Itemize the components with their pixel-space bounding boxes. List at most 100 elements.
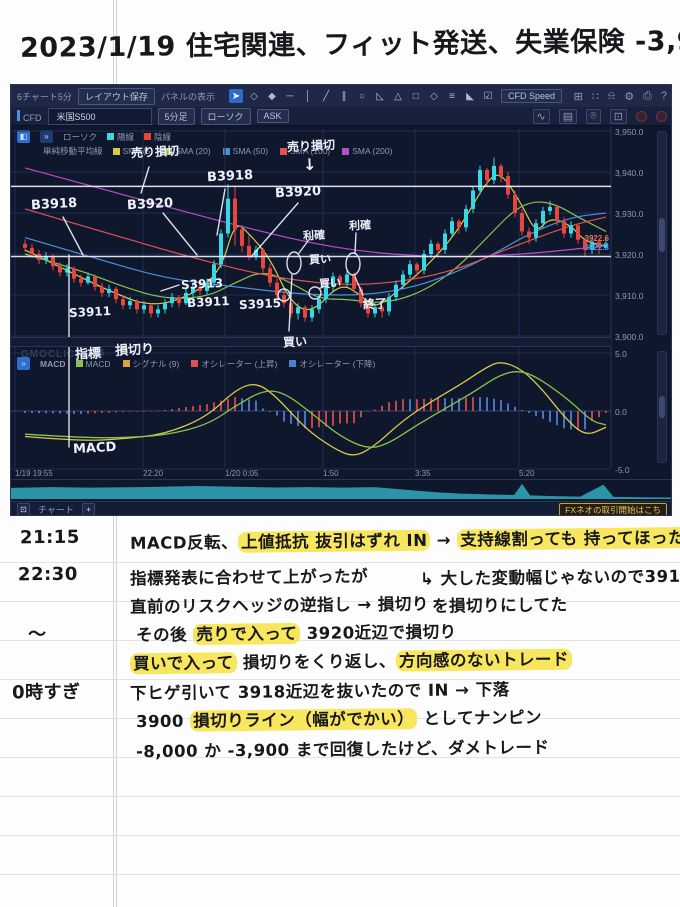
tab-chart[interactable]: チャート xyxy=(38,505,74,515)
price-tick: 3,900.0 xyxy=(615,332,644,342)
rect-tool-icon[interactable]: □ xyxy=(412,90,419,102)
pane-separator xyxy=(11,337,611,347)
cfd-speed-button[interactable]: CFD Speed xyxy=(500,89,562,103)
circle-tool-icon[interactable]: ○ xyxy=(358,90,365,102)
macd-tick: -5.0 xyxy=(615,465,630,475)
note-line: 直前のリスクヘッジの逆指し → 損切り xyxy=(129,594,429,617)
note-line: 指標発表に合わせて上がったが xyxy=(129,566,369,589)
pen-tool-icon[interactable]: ◇ xyxy=(250,90,258,102)
chart-annotation: 買い xyxy=(282,334,308,350)
handwritten-title: 2023/1/19 住宅関連、フィット発送、失業保険 -3,900円 xyxy=(19,25,680,64)
note-line: 3900 損切りライン（幅がでかい） としてナンピン xyxy=(135,707,543,732)
bullish-color-swatch xyxy=(107,133,115,140)
macd-legend-item: オシレーター (上昇) xyxy=(191,358,277,370)
scrollbar-thumb[interactable] xyxy=(659,218,665,252)
add-tab-button[interactable]: + xyxy=(81,503,95,515)
scrollbar-thumb[interactable] xyxy=(659,396,665,418)
sma-legend-item: SMA (50) xyxy=(222,146,268,156)
note-line: 下ヒゲ引いて 3918近辺を抜いたので IN → 下落 xyxy=(129,680,510,703)
window-layout-icon[interactable]: ⊞ xyxy=(573,90,583,103)
layout-label: 6チャート5分 xyxy=(17,91,72,102)
chart-annotation: 買い xyxy=(308,252,332,267)
sma-legend-item: SMA (200) xyxy=(342,146,392,156)
chart-canvas[interactable] xyxy=(11,85,672,516)
timeframe-select[interactable]: 5分足 xyxy=(157,107,195,125)
chart-annotation: B3920 xyxy=(274,183,322,202)
camera-icon[interactable]: ⌾ xyxy=(586,108,601,124)
time-tick: 3:35 xyxy=(415,469,431,478)
note-line: その後 売りで入って 3920近辺で損切り xyxy=(135,622,457,646)
trendline-tool-icon[interactable]: ╱ xyxy=(322,90,329,102)
fib-tool-icon[interactable]: ≡ xyxy=(449,90,455,102)
symbol-select[interactable]: 米国S500 xyxy=(47,107,152,125)
symbol-bar: CFD 米国S500 5分足 ローソク ASK ∿ ▤ ⌾ ⊡ xyxy=(11,107,671,126)
bearish-color-swatch xyxy=(144,133,152,140)
chart-bottom-bar: ⊡ チャート + FXネオの取引開始はこち xyxy=(11,501,671,515)
sma-legend-item: SMA (20) xyxy=(165,146,211,156)
market-label: CFD xyxy=(17,109,42,123)
price-tick: 3,910.0 xyxy=(615,291,644,301)
note-line: -8,000 か -3,900 まで回復したけど、ダメトレード xyxy=(135,737,550,762)
sma-legend-item: SMA (100) xyxy=(280,146,330,156)
angle-tool-icon[interactable]: ◺ xyxy=(376,90,384,102)
checkbox-tool-icon[interactable]: ☑ xyxy=(483,90,493,102)
time-tick: 1:50 xyxy=(323,469,339,478)
macd-tick: 5.0 xyxy=(615,349,627,359)
record-dot-icon[interactable] xyxy=(636,110,647,122)
price-tick: 3,930.0 xyxy=(615,209,644,219)
main-scrollbar[interactable] xyxy=(657,131,667,335)
save-layout-button[interactable]: レイアウト保存 xyxy=(77,87,155,105)
price-tick: 3,950.0 xyxy=(615,127,644,137)
current-ask-price: 3922.6 xyxy=(584,234,609,244)
note-time: 0時すぎ xyxy=(11,681,81,704)
time-tick: 1/19 19:55 xyxy=(15,469,53,478)
parallel-lines-tool-icon[interactable]: ∥ xyxy=(341,90,347,102)
vline-tool-icon[interactable]: │ xyxy=(304,90,312,102)
panel-icon[interactable]: ⊡ xyxy=(609,108,627,124)
chart-annotation: 買い xyxy=(318,276,342,291)
panel-display-label[interactable]: パネルの表示 xyxy=(160,91,215,102)
triangle-tool-icon[interactable]: △ xyxy=(394,90,402,102)
chart-annotation: B3920 xyxy=(126,195,174,214)
gann-tool-icon[interactable]: ◣ xyxy=(466,90,474,102)
help-icon[interactable]: ? xyxy=(660,90,667,102)
note-time: 〜 xyxy=(27,623,47,646)
macd-legend-item: シグナル (9) xyxy=(122,358,179,370)
chart-annotation: ↓ xyxy=(302,154,317,175)
eraser-tool-icon[interactable]: ◆ xyxy=(268,90,276,102)
hline-tool-icon[interactable]: ─ xyxy=(286,90,294,102)
grid-dots-icon[interactable]: ∷ xyxy=(591,90,599,103)
printer-icon[interactable]: ⎙ xyxy=(643,89,652,102)
macd-panel-icon[interactable]: » xyxy=(17,357,30,370)
chart-annotation: S3913 xyxy=(180,275,224,293)
bell-icon[interactable]: ⍾ xyxy=(607,89,616,102)
macd-scrollbar[interactable] xyxy=(657,351,667,463)
chat-icon[interactable]: ◧ xyxy=(17,130,30,143)
note-line: を損切りにしてた xyxy=(431,595,568,616)
price-tick: 3,940.0 xyxy=(615,168,644,178)
indicator-wave-icon[interactable]: ∿ xyxy=(532,108,550,124)
diamond-tool-icon[interactable]: ◇ xyxy=(430,90,438,102)
ask-bid-toggle[interactable]: ASK xyxy=(256,109,289,123)
collapse-icon[interactable]: ⊡ xyxy=(17,503,30,515)
note-time: 22:30 xyxy=(17,563,78,586)
price-tick: 3,920.0 xyxy=(615,250,644,260)
chart-annotation: 売り損切 xyxy=(130,143,180,161)
macd-legend: » MACD MACD シグナル (9) オシレーター (上昇) オシレーター (下降… xyxy=(17,357,375,370)
folder-icon[interactable]: ▤ xyxy=(558,108,578,124)
drawing-tools: ➤ ◇ ◆ ─ │ ╱ ∥ ○ ◺ △ □ ◇ ≡ ◣ ☑ xyxy=(228,89,495,103)
expand-icon[interactable]: » xyxy=(40,130,53,143)
fx-neo-cta-button[interactable]: FXネオの取引開始はこち xyxy=(559,502,667,515)
select-tool-icon[interactable]: ➤ xyxy=(228,89,243,103)
chart-annotation: 売り損切 xyxy=(286,137,336,155)
candle-legend: ◧ » ローソク 陽線 陰線 xyxy=(17,130,171,143)
note-line: 買いで入って 損切りをくり返し、 方向感のないトレード xyxy=(129,646,573,675)
sma-legend: 単純移動平均線 SMA (5) SMA (20) SMA (50) SMA (100)… xyxy=(43,146,393,156)
time-tick: 5:20 xyxy=(519,469,535,478)
chart-type-select[interactable]: ローソク xyxy=(200,107,251,125)
macd-tick: 0.0 xyxy=(615,407,627,417)
note-time: 21:15 xyxy=(19,526,80,549)
record-dot-icon[interactable] xyxy=(656,110,667,122)
gear-icon[interactable]: ⚙ xyxy=(624,90,635,103)
